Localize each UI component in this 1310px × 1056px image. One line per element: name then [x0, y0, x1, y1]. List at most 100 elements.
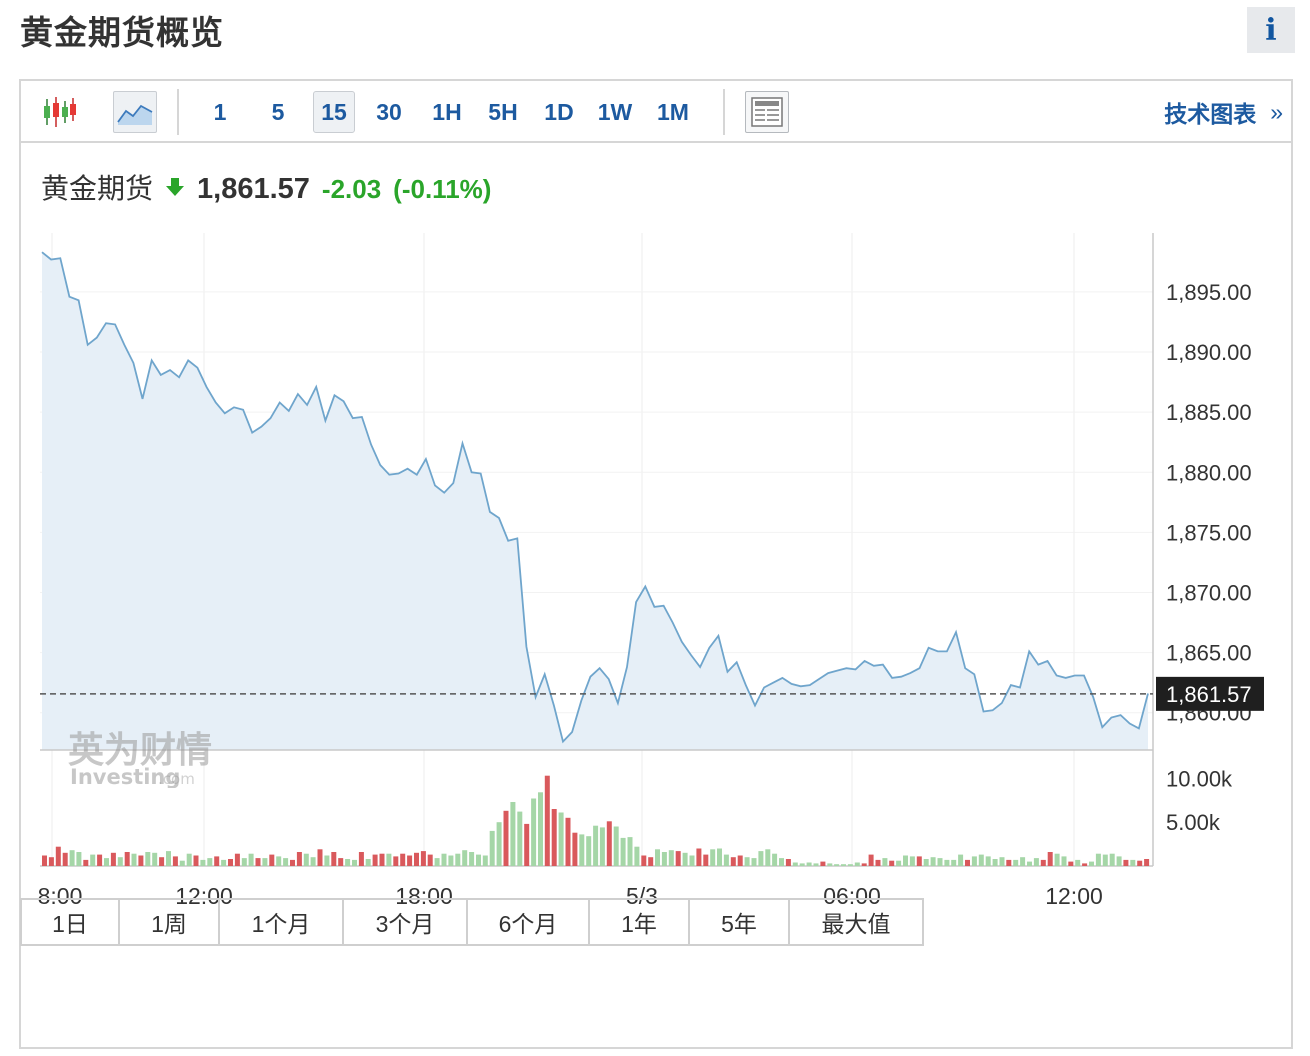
area-chart-icon[interactable]	[113, 91, 157, 133]
volume-bar	[1109, 853, 1115, 866]
volume-bar	[207, 858, 213, 866]
volume-bar	[999, 857, 1005, 866]
volume-bar	[634, 846, 640, 866]
volume-bar	[785, 859, 791, 866]
candlestick-icon[interactable]	[37, 91, 81, 133]
volume-bar	[193, 855, 199, 866]
arrow-down-icon	[165, 176, 185, 204]
volume-bar	[882, 858, 888, 866]
volume-bar	[1130, 859, 1136, 866]
volume-bar	[76, 852, 82, 866]
volume-bar	[813, 863, 819, 866]
timeframe-button-1h[interactable]: 1H	[432, 98, 462, 125]
volume-bar	[1137, 860, 1143, 866]
volume-bar	[820, 861, 826, 866]
volume-bar	[1095, 853, 1101, 866]
volume-bar	[827, 863, 833, 866]
range-selector: 1日 1周 1个月 3个月 6个月 1年 5年 最大值	[20, 898, 924, 946]
volume-bar	[586, 836, 592, 866]
volume-bar	[62, 852, 68, 866]
table-view-icon[interactable]	[745, 91, 789, 133]
volume-bar	[379, 853, 385, 866]
volume-bar	[723, 854, 729, 866]
instrument-name: 黄金期货	[41, 173, 154, 204]
volume-bar	[661, 852, 667, 866]
volume-bar	[1061, 856, 1067, 866]
chart-toolbar: 1 5 15 30 1H 5H 1D 1W 1M 技术图表 »	[21, 81, 1291, 143]
volume-bar	[930, 857, 936, 866]
volume-bar	[599, 827, 605, 866]
info-icon[interactable]: i	[1247, 7, 1295, 53]
current-price-label: 1,861.57	[1166, 682, 1252, 707]
x-tick-label: 8:00	[38, 883, 83, 909]
range-button-4[interactable]: 6个月	[468, 900, 590, 944]
volume-bar	[434, 858, 440, 866]
timeframe-button-1d[interactable]: 1D	[544, 98, 574, 125]
volume-bar	[1116, 856, 1122, 866]
volume-bar	[923, 859, 929, 866]
volume-bar	[937, 858, 943, 866]
range-button-6[interactable]: 5年	[690, 900, 790, 944]
volume-bar	[324, 855, 330, 866]
range-button-5[interactable]: 1年	[590, 900, 690, 944]
volume-bar	[668, 850, 674, 866]
volume-bar	[792, 862, 798, 866]
volume-bar	[338, 858, 344, 866]
volume-bar	[1047, 852, 1053, 866]
range-button-1[interactable]: 1周	[120, 900, 220, 944]
volume-bar	[875, 859, 881, 866]
volume-bar	[241, 858, 247, 866]
volume-bar	[145, 852, 151, 866]
range-button-7[interactable]: 最大值	[821, 911, 891, 937]
timeframe-button-5h[interactable]: 5H	[488, 98, 518, 125]
technical-chart-link[interactable]: 技术图表 »	[1164, 95, 1283, 129]
volume-bar	[386, 853, 392, 866]
volume-bar	[648, 857, 654, 866]
timeframe-button-1[interactable]: 1	[213, 98, 227, 125]
volume-bar	[414, 852, 419, 866]
timeframe-button-1m[interactable]: 1M	[657, 98, 689, 125]
volume-bar	[1089, 861, 1094, 866]
range-button-2[interactable]: 1个月	[220, 900, 344, 944]
volume-bar	[152, 852, 158, 866]
volume-bar	[427, 854, 433, 866]
volume-bar	[531, 798, 537, 866]
volume-bar	[524, 823, 530, 866]
price-tick-label: 1,895.00	[1166, 280, 1252, 305]
volume-bar	[1082, 863, 1088, 866]
volume-bar	[296, 852, 302, 866]
volume-bar	[476, 854, 481, 866]
x-tick-label: 18:00	[395, 883, 453, 909]
volume-bar	[489, 830, 495, 866]
last-price: 1,861.57	[197, 173, 310, 205]
volume-bar	[538, 792, 543, 866]
volume-bar	[228, 859, 233, 866]
volume-bar	[90, 854, 96, 866]
volume-bar	[971, 856, 977, 866]
price-tick-label: 1,865.00	[1166, 641, 1252, 666]
volume-bar	[854, 862, 860, 866]
timeframe-button-30[interactable]: 30	[376, 98, 402, 125]
volume-bar	[916, 856, 922, 866]
price-tick-label: 1,885.00	[1166, 400, 1252, 425]
volume-bar	[689, 855, 695, 866]
range-button-0[interactable]: 1日	[22, 900, 120, 944]
volume-bar	[420, 851, 426, 866]
toolbar-separator	[177, 89, 179, 135]
range-button-3[interactable]: 3个月	[344, 900, 468, 944]
volume-bar	[1054, 853, 1060, 866]
price-tick-label: 1,890.00	[1166, 340, 1252, 365]
volume-bar	[83, 859, 89, 866]
price-tick-label: 1,870.00	[1166, 580, 1252, 605]
price-tick-label: 1,875.00	[1166, 520, 1252, 545]
timeframe-button-1w[interactable]: 1W	[597, 98, 633, 125]
current-price-tag	[1156, 676, 1264, 711]
volume-bar	[710, 849, 716, 866]
volume-bar	[503, 810, 509, 866]
volume-bar	[1006, 859, 1012, 866]
timeframe-button-15[interactable]: 15	[313, 91, 355, 133]
timeframe-button-5[interactable]: 5	[271, 98, 285, 125]
volume-bar	[572, 832, 578, 866]
volume-bar	[1144, 859, 1150, 866]
